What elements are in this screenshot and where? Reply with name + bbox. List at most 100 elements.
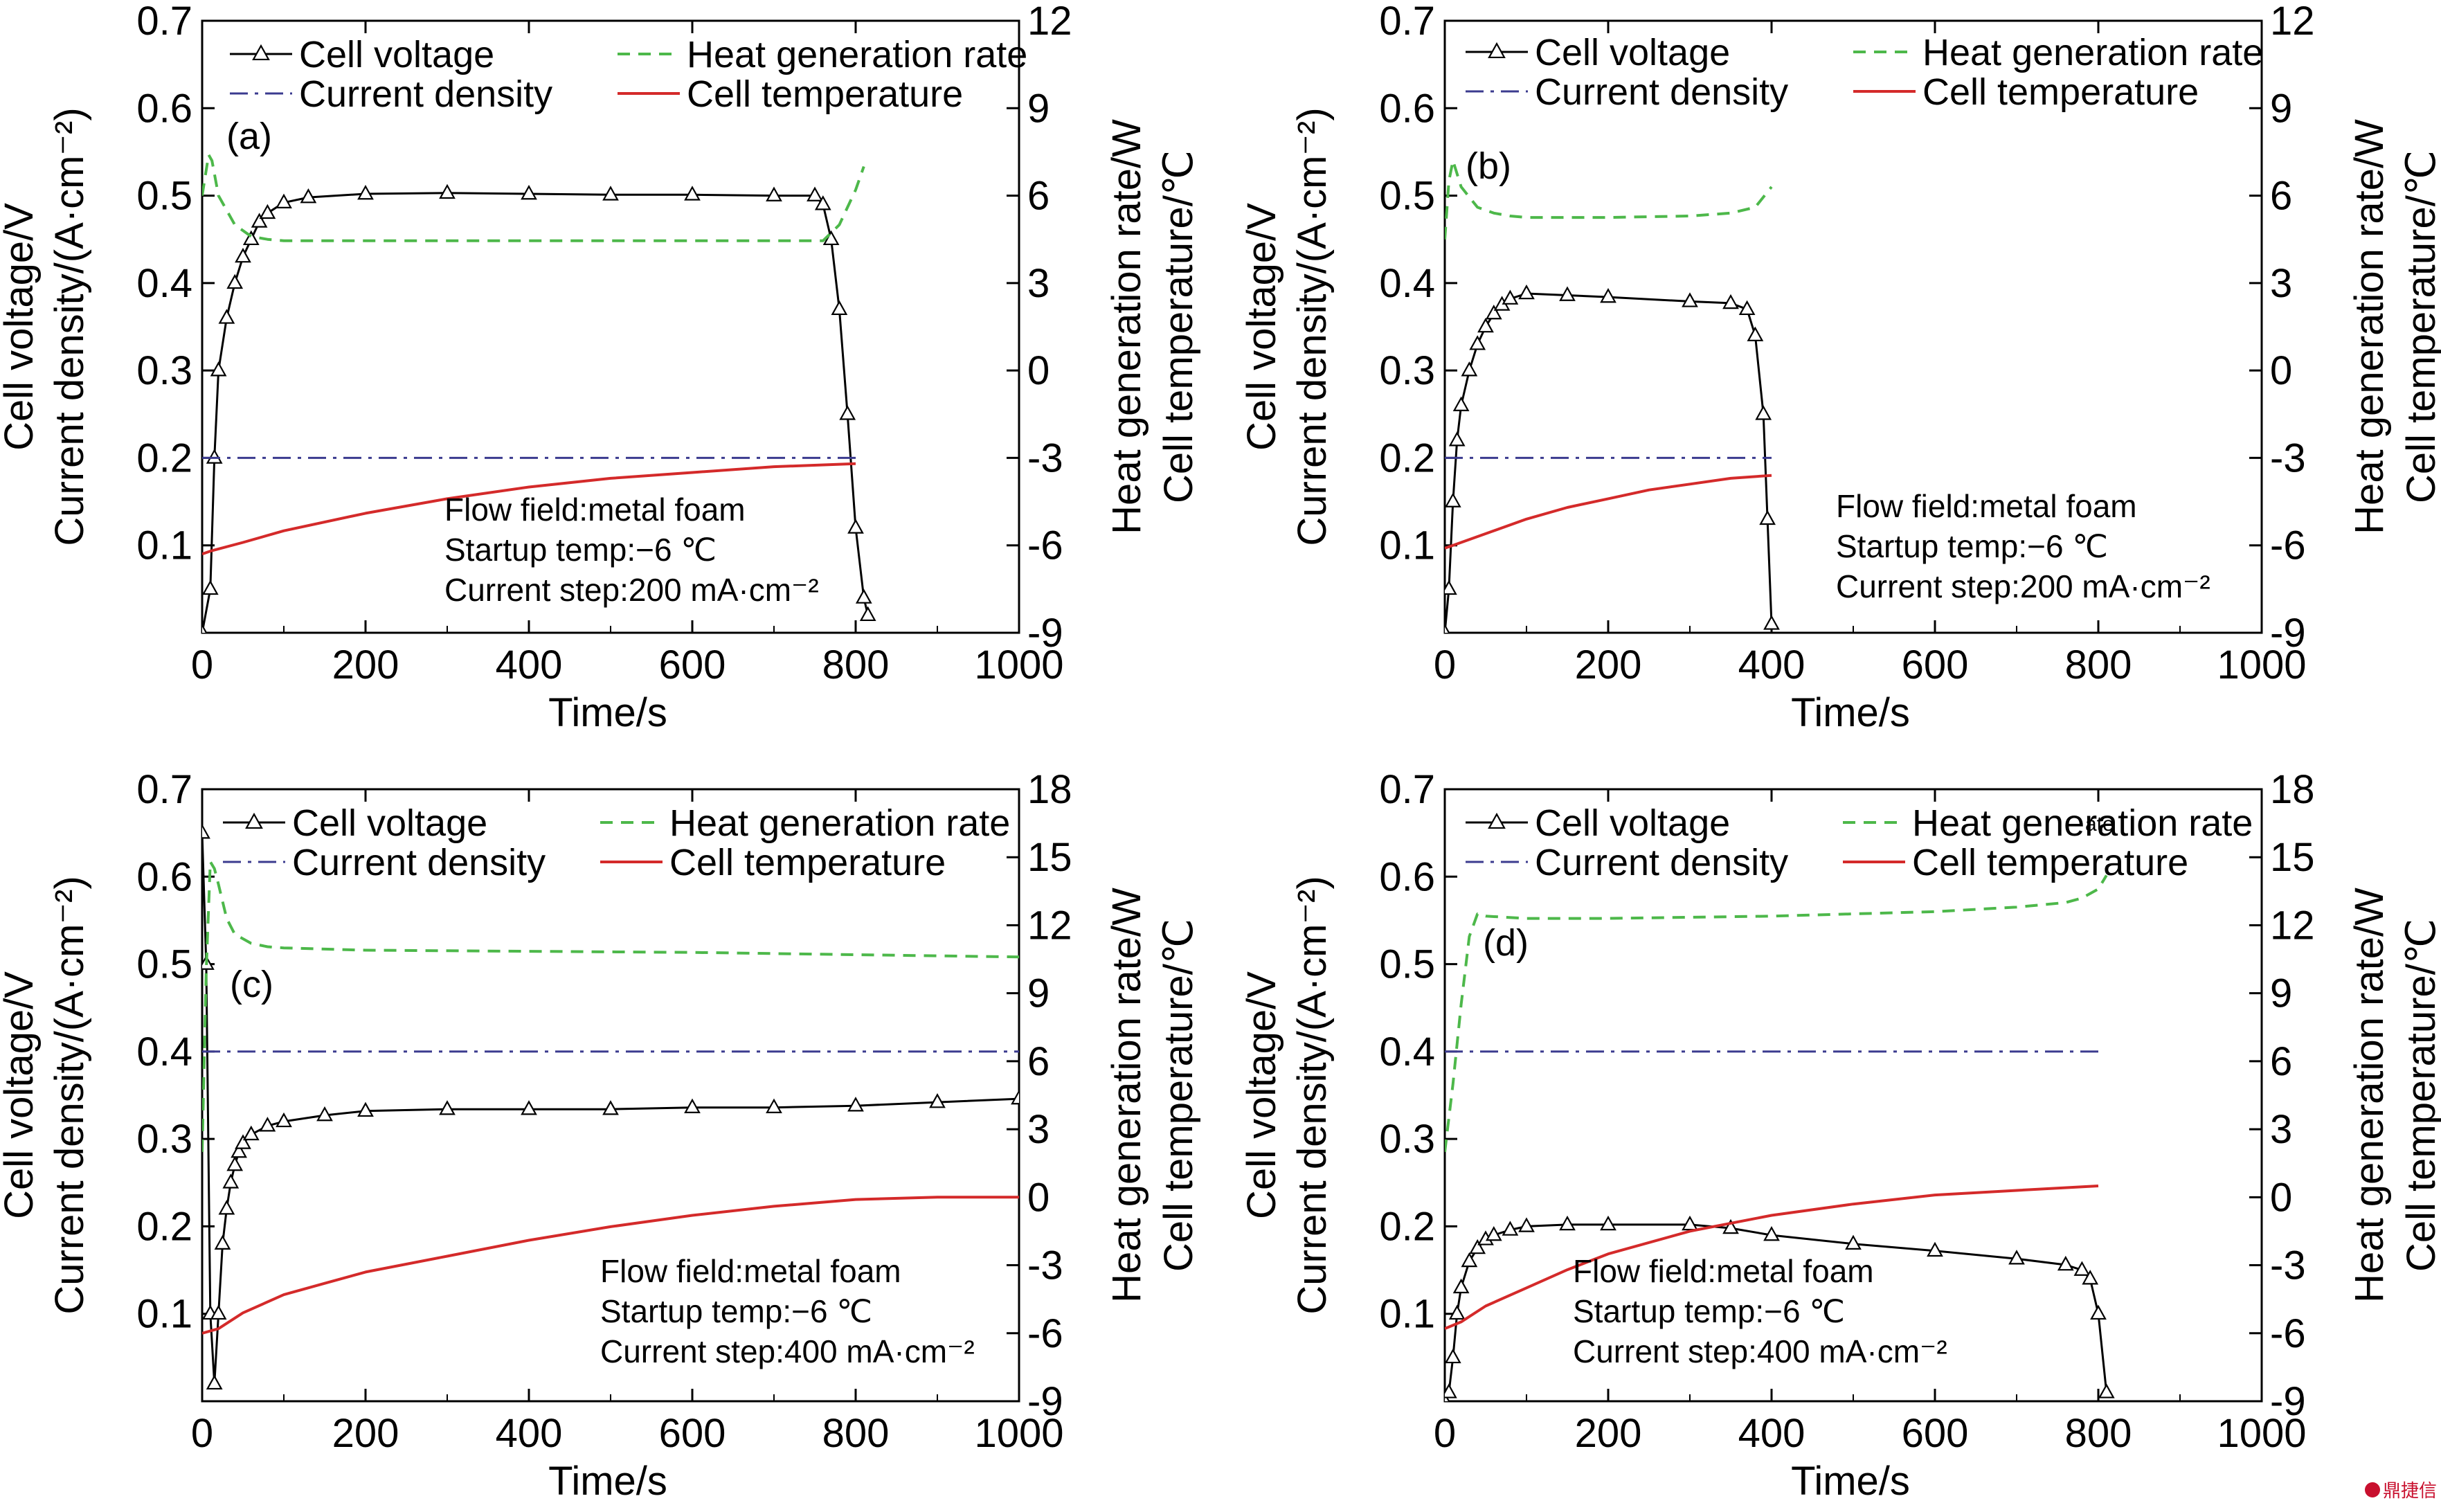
x-tick-label: 600 [1902,1411,1969,1456]
annotation-line: Startup temp:−6 ℃ [600,1293,872,1329]
y-right-axis-title-temperature: Cell temperature/℃ [2399,919,2441,1272]
x-tick-label: 1000 [974,1411,1063,1456]
y-left-tick-label: 0.6 [136,854,192,899]
voltage-marker [1759,510,1776,525]
y-right-tick-label: 6 [1027,1039,1050,1084]
annotation: Flow field:metal foam Startup temp:−6 ℃ Cu… [1836,488,2210,604]
chart-panel-b: 0 200 400 600 800 1000 0.1 0.2 0.3 0.4 0.5 0.6 0.7 -9… [1239,0,2441,735]
voltage-marker [1485,1225,1502,1241]
series-line-temperature [202,1196,1019,1335]
voltage-marker [1502,289,1519,305]
y-left-tick-label: 0.3 [1379,348,1435,393]
voltage-marker [831,300,848,316]
voltage-marker [357,1101,374,1117]
voltage-marker [1755,405,1772,420]
voltage-marker [259,1117,276,1132]
series-line-temperature [1445,474,1772,550]
voltage-marker [206,449,223,464]
voltage-marker [222,1173,240,1189]
y-left-tick-label: 0.3 [136,1117,192,1162]
y-right-tick-label: 12 [2270,0,2315,44]
legend-label-temperature: Cell temperature [669,842,946,883]
voltage-marker [814,195,831,210]
panel-label: (c) [230,964,273,1005]
watermark: 鼎捷信 [2364,1477,2437,1502]
voltage-marker [1738,300,1756,316]
y-left-tick-label: 0.6 [1379,854,1435,899]
y-right-tick-label: -3 [1027,435,1063,480]
y-right-tick-label: -9 [2270,611,2306,656]
panel-label: (a) [226,116,272,157]
voltage-marker [521,184,537,200]
y-right-tick-label: 12 [1027,0,1072,44]
voltage-marker [235,247,251,263]
legend-label-current: Current density [1535,71,1788,113]
y-right-tick-label: 0 [1027,1175,1050,1220]
y-right-tick-label: 3 [1027,1107,1050,1152]
legend-voltage-marker [252,44,270,61]
y-right-tick-label: -3 [2270,435,2306,480]
annotation: Flow field:metal foam Startup temp:−6 ℃ Cu… [600,1253,975,1369]
legend-label-heat: Heat generation rate [669,802,1010,844]
voltage-marker [847,519,864,534]
series-group [202,153,876,633]
y-left-tick-label: 0.2 [136,435,192,480]
voltage-marker [1445,1348,1461,1364]
y-left-axis-title-current: Current density/(A·cm⁻²) [47,107,92,546]
y-left-tick-label: 0.2 [136,1204,192,1249]
annotation-line: Current step:400 mA·cm⁻² [600,1333,975,1369]
y-left-tick-label: 0.2 [1379,1204,1435,1249]
y-left-axis-title-voltage: Cell voltage/V [1239,971,1284,1219]
x-tick-label: 800 [822,642,890,687]
y-right-tick-label: 0 [1027,348,1050,393]
y-right-tick-label: -9 [1027,1379,1063,1424]
y-right-tick-label: 6 [2270,1039,2292,1084]
series-group [1445,159,1780,633]
chart-panel-a: 0 200 400 600 800 1000 0.1 0.2 0.3 0.4 0.5 0.6 0.7 -9… [0,0,1201,735]
voltage-marker [684,1098,701,1113]
annotation-line: Flow field:metal foam [600,1253,901,1289]
y-left-tick-label: 0.1 [136,523,192,568]
x-tick-label: 800 [2065,1411,2132,1456]
x-axis-title: Time/s [548,690,667,735]
voltage-marker [1722,294,1739,309]
voltage-marker [1682,1215,1698,1231]
y-right-tick-label: -6 [1027,523,1063,568]
legend-voltage-marker [1488,812,1506,829]
y-right-tick-label: -3 [2270,1243,2306,1288]
voltage-marker [1461,361,1478,377]
y-left-axis-title-current: Current density/(A·cm⁻²) [47,876,92,1314]
voltage-marker [2057,1255,2074,1271]
voltage-marker [242,1125,260,1141]
y-left-tick-label: 0.5 [136,174,192,219]
voltage-marker [226,273,244,289]
annotation-line: Current step:400 mA·cm⁻² [1573,1333,1947,1369]
voltage-marker [521,1100,537,1115]
voltage-marker [1845,1234,1862,1250]
x-tick-label: 1000 [2217,1411,2306,1456]
y-right-tick-label: 0 [2270,348,2292,393]
voltage-marker [251,213,268,228]
voltage-marker [218,1200,235,1215]
x-tick-label: 0 [191,1411,213,1456]
voltage-marker [218,309,235,324]
x-tick-label: 800 [2065,642,2132,687]
annotation-line: Flow field:metal foam [444,492,746,528]
voltage-marker [242,230,260,246]
voltage-marker [1763,615,1780,630]
series-line-heat [1445,874,2108,1153]
y-left-tick-label: 0.1 [1379,1292,1435,1337]
series-line-voltage [202,833,1019,1385]
y-left-tick-label: 0.2 [1379,435,1435,480]
y-left-tick-label: 0.5 [136,942,192,987]
legend-voltage-marker [1488,42,1506,59]
y-left-tick-label: 0.4 [136,261,192,306]
y-left-tick-label: 0.5 [1379,174,1435,219]
voltage-marker [1518,284,1535,300]
y-left-tick-label: 0.6 [136,86,192,131]
legend-label-heat: Heat generation rate [1922,32,2263,73]
x-tick-label: 400 [1738,642,1805,687]
voltage-marker [1477,317,1494,333]
series-group [202,824,1019,1390]
